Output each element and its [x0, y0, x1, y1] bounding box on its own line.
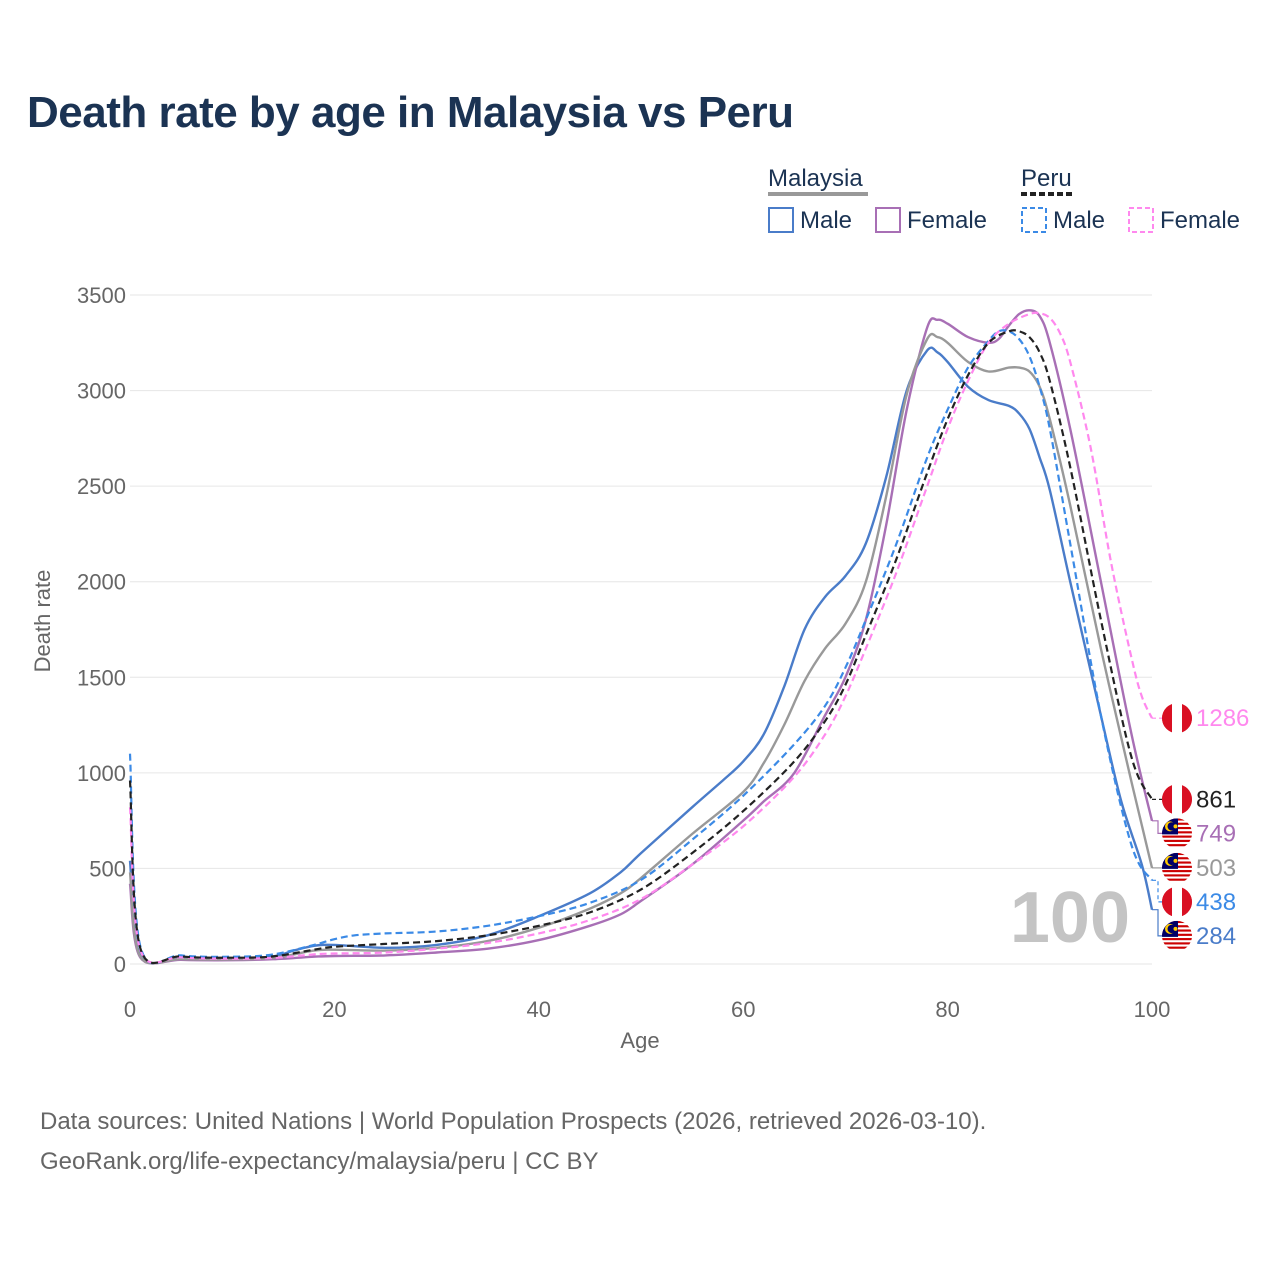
- legend-label-peru-female: Female: [1160, 207, 1240, 234]
- malaysia-flag-icon: [1162, 852, 1192, 883]
- y-tick-label-2500: 2500: [77, 474, 126, 499]
- flag-body: [1162, 852, 1192, 883]
- flag-red-band-right: [1182, 703, 1192, 734]
- end-label-malaysia-female: 749: [1196, 820, 1236, 847]
- source-line-1: Data sources: United Nations | World Pop…: [40, 1108, 987, 1135]
- page-title: Death rate by age in Malaysia vs Peru: [27, 88, 794, 137]
- connector-malaysia-male: [1152, 909, 1164, 937]
- series-line-malaysia-female: [128, 309, 1154, 965]
- series-line-peru-male: [128, 329, 1153, 965]
- legend-swatch-peru-female: [1128, 207, 1154, 233]
- legend-swatch-malaysia-male: [768, 207, 794, 233]
- series-line-peru-female: [128, 311, 1153, 964]
- flag-stripe: [1162, 839, 1192, 842]
- flag-red-band-left: [1162, 703, 1172, 734]
- legend-swatch-peru-male: [1021, 207, 1047, 233]
- flag-star: [1173, 858, 1178, 863]
- legend-group-malaysia: Malaysia: [768, 165, 863, 192]
- legend-label-peru-male: Male: [1053, 207, 1105, 234]
- x-tick-label-0: 0: [124, 997, 136, 1022]
- series-line-malaysia-male: [128, 346, 1154, 965]
- series-lines: [128, 309, 1154, 965]
- x-tick-label-40: 40: [527, 997, 551, 1022]
- malaysia-flag-icon: [1162, 818, 1192, 849]
- legend-swatch-malaysia-female: [875, 207, 901, 233]
- peru-flag-icon: [1162, 703, 1192, 734]
- flag-crescent-cut: [1167, 856, 1176, 866]
- peru-flag-icon: [1162, 886, 1192, 917]
- flag-stripe: [1162, 870, 1192, 873]
- x-tick-label-60: 60: [731, 997, 755, 1022]
- source-line-2[interactable]: GeoRank.org/life-expectancy/malaysia/per…: [40, 1148, 599, 1175]
- malaysia-flag-icon: [1162, 920, 1192, 951]
- flag-star: [1173, 926, 1178, 931]
- flag-stripe: [1162, 878, 1192, 881]
- flag-crescent-cut: [1167, 822, 1176, 831]
- flag-stripe: [1162, 874, 1192, 877]
- flag-red-band-left: [1162, 784, 1172, 815]
- flag-stripe: [1162, 844, 1192, 847]
- legend-label-malaysia-male: Male: [800, 207, 852, 234]
- flag-stripe: [1162, 835, 1192, 838]
- y-tick-label-3500: 3500: [77, 283, 126, 308]
- flag-body: [1162, 920, 1192, 951]
- connector-malaysia-female: [1152, 820, 1164, 834]
- x-axis: 0 20 40 60 80 100: [124, 997, 1170, 1022]
- connector-peru-male: [1152, 879, 1164, 903]
- y-tick-label-500: 500: [89, 856, 126, 881]
- y-tick-label-2000: 2000: [77, 570, 126, 595]
- end-label-peru-total: 861: [1196, 786, 1236, 813]
- end-labels: 1286 861 749 503 438 284: [1152, 703, 1249, 951]
- series-line-peru-total: [128, 329, 1153, 964]
- end-label-malaysia-male: 284: [1196, 923, 1236, 950]
- flag-stripe: [1162, 942, 1192, 945]
- flag-star: [1173, 824, 1178, 829]
- series-line-malaysia-total: [128, 332, 1154, 965]
- x-tick-label-100: 100: [1134, 997, 1171, 1022]
- y-tick-label-1500: 1500: [77, 665, 126, 690]
- x-tick-label-20: 20: [322, 997, 346, 1022]
- flag-body: [1162, 818, 1192, 849]
- grid: [130, 294, 1152, 965]
- flag-stripe: [1162, 946, 1192, 949]
- end-label-peru-male: 438: [1196, 889, 1236, 916]
- flag-stripe: [1162, 938, 1192, 941]
- flag-red-band-left: [1162, 886, 1172, 917]
- legend-label-malaysia-female: Female: [907, 207, 987, 234]
- y-axis-label: Death rate: [30, 570, 55, 673]
- flag-red-band-right: [1182, 784, 1192, 815]
- death-rate-chart: Malaysia Male Female Peru Male Female 0 500 100…: [30, 165, 1249, 1053]
- end-label-malaysia-total: 503: [1196, 855, 1236, 882]
- end-label-peru-female: 1286: [1196, 705, 1249, 732]
- x-tick-label-80: 80: [935, 997, 959, 1022]
- flag-crescent-cut: [1167, 924, 1176, 934]
- y-tick-label-0: 0: [114, 952, 126, 977]
- y-tick-label-3000: 3000: [77, 379, 126, 404]
- age-watermark: 100: [1010, 878, 1130, 958]
- flag-red-band-right: [1182, 886, 1192, 917]
- legend: Malaysia Male Female Peru Male Female: [768, 165, 1240, 234]
- x-axis-label: Age: [620, 1028, 659, 1053]
- y-axis: 0 500 1000 1500 2000 2500 3000 3500: [77, 283, 126, 977]
- peru-flag-icon: [1162, 784, 1192, 815]
- legend-group-peru: Peru: [1021, 165, 1072, 192]
- y-tick-label-1000: 1000: [77, 761, 126, 786]
